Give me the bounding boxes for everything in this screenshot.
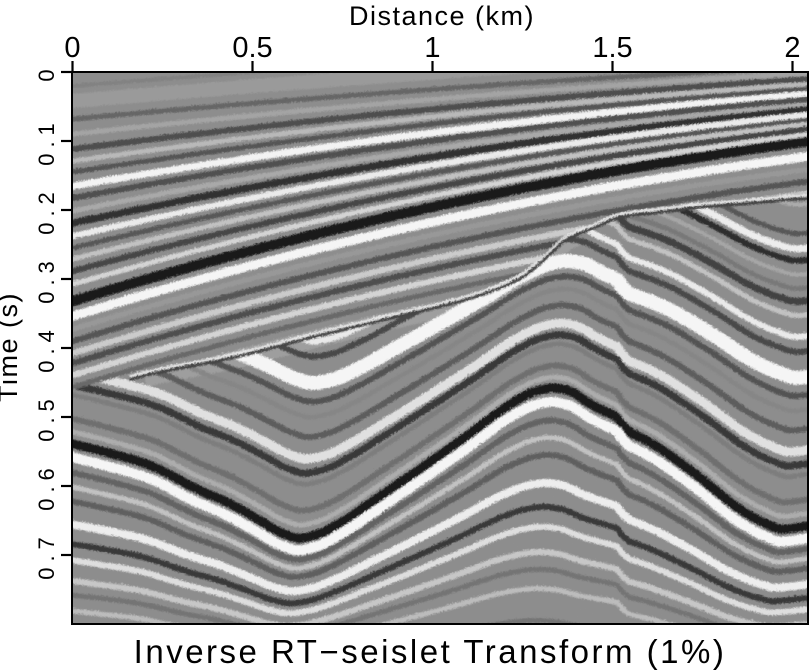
svg-text:0.5: 0.5 xyxy=(34,393,59,442)
svg-text:1.5: 1.5 xyxy=(592,32,632,64)
svg-text:Distance (km): Distance (km) xyxy=(349,1,535,31)
svg-text:0: 0 xyxy=(34,63,59,81)
svg-text:0.1: 0.1 xyxy=(34,117,59,166)
svg-text:0.4: 0.4 xyxy=(34,324,59,373)
svg-text:Inverse RT−seislet Transform (: Inverse RT−seislet Transform (1%) xyxy=(134,633,727,670)
svg-text:0: 0 xyxy=(64,32,80,64)
svg-text:0.5: 0.5 xyxy=(232,32,272,64)
svg-text:0.2: 0.2 xyxy=(34,186,59,235)
svg-text:2: 2 xyxy=(784,32,800,64)
svg-text:Time (s): Time (s) xyxy=(0,292,23,402)
svg-text:0.6: 0.6 xyxy=(34,462,59,511)
svg-text:0.7: 0.7 xyxy=(34,531,59,580)
svg-text:0.3: 0.3 xyxy=(34,255,59,304)
svg-text:1: 1 xyxy=(424,32,440,64)
